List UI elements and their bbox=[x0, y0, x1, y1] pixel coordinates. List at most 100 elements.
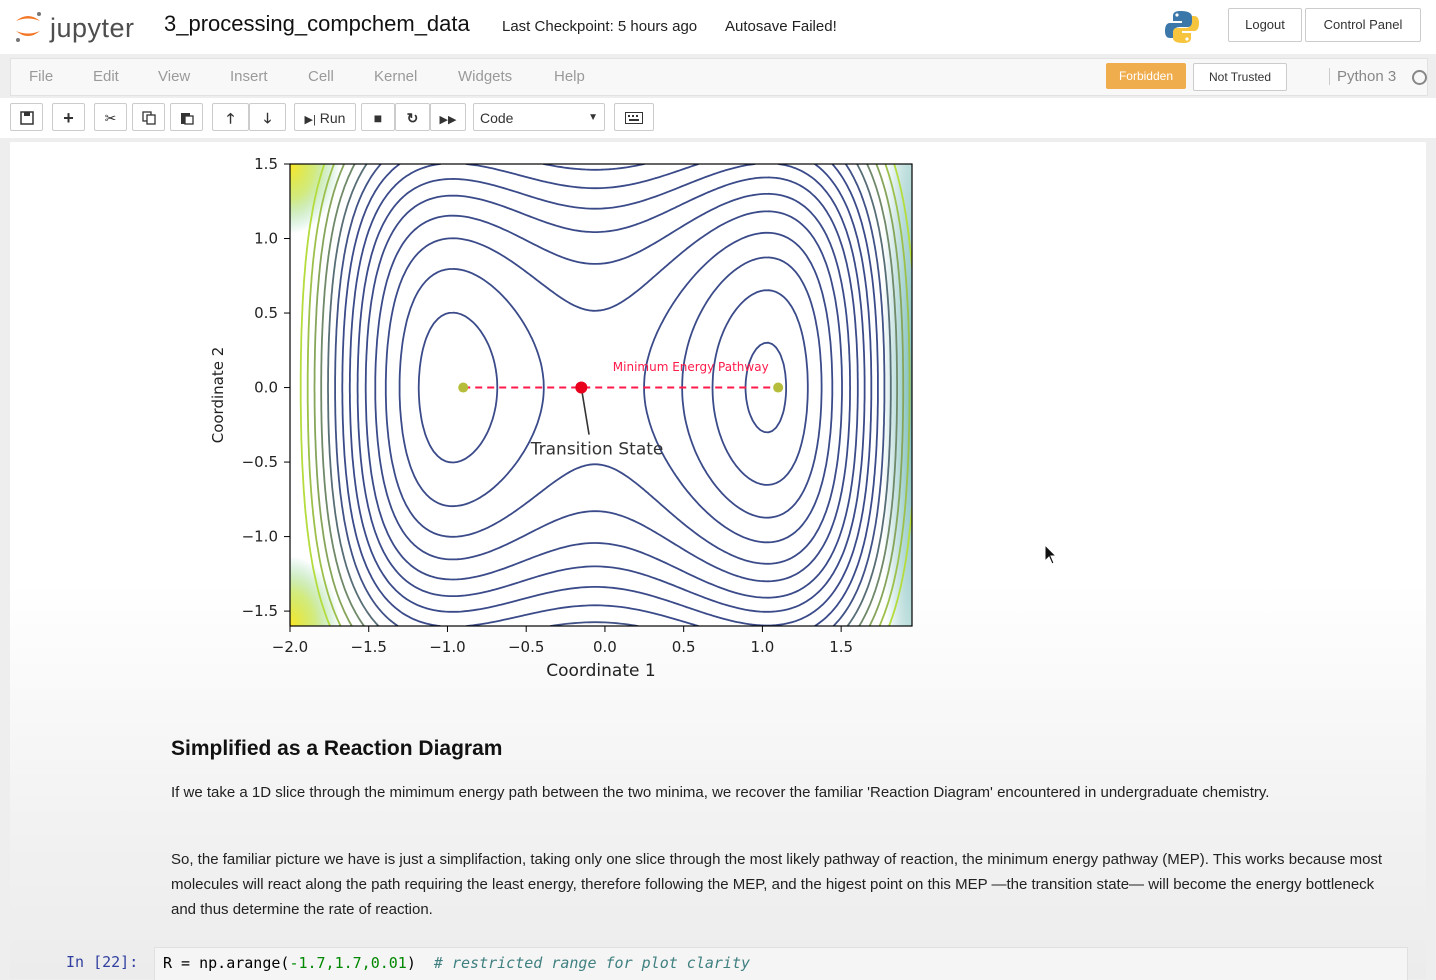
code-comment: # restricted range for plot clarity bbox=[415, 954, 751, 972]
contour-line bbox=[374, 192, 851, 583]
contour-line bbox=[356, 164, 866, 613]
kernel-name: Python 3 bbox=[1329, 68, 1396, 85]
paste-button[interactable] bbox=[170, 103, 203, 131]
contour-line bbox=[384, 210, 843, 565]
stop-icon: ■ bbox=[373, 110, 383, 126]
save-icon bbox=[19, 111, 34, 125]
markdown-paragraph: If we take a 1D slice through the mimimu… bbox=[171, 784, 1270, 801]
minimum-point bbox=[773, 382, 784, 393]
contour-line bbox=[313, 164, 905, 626]
trust-button[interactable]: Not Trusted bbox=[1193, 63, 1287, 91]
markdown-heading: Simplified as a Reaction Diagram bbox=[171, 737, 503, 760]
save-button[interactable] bbox=[10, 103, 43, 131]
notebook-header: jupyter 3_processing_compchem_data Last … bbox=[0, 0, 1436, 54]
insert-cell-button[interactable]: + bbox=[52, 103, 85, 131]
transition-state-label: Transition State bbox=[530, 440, 664, 460]
cell-type-select[interactable]: Code ▼ bbox=[473, 103, 605, 131]
contour-line bbox=[398, 231, 834, 544]
mouse-cursor-icon bbox=[1044, 544, 1058, 565]
y-axis-ticks: −1.5 −1.0 −0.5 0.0 0.5 1.0 1.5 bbox=[242, 155, 290, 620]
y-tick-label: −1.0 bbox=[242, 528, 278, 546]
pathway-label: Minimum Energy Pathway bbox=[613, 360, 769, 374]
command-palette-button[interactable] bbox=[614, 103, 654, 131]
copy-button[interactable] bbox=[132, 103, 165, 131]
cut-button[interactable]: ✂ bbox=[94, 103, 127, 131]
contour-line bbox=[306, 164, 911, 626]
x-tick-label: −0.5 bbox=[508, 638, 544, 656]
menu-help[interactable]: Help bbox=[554, 68, 585, 85]
code-args: -1.7,1.7,0.01 bbox=[289, 954, 407, 972]
markdown-paragraph: So, the familiar picture we have is just… bbox=[171, 851, 1383, 918]
logout-button[interactable]: Logout bbox=[1228, 8, 1302, 42]
menu-insert[interactable]: Insert bbox=[230, 68, 268, 85]
forbidden-badge[interactable]: Forbidden bbox=[1106, 63, 1186, 89]
y-tick-label: 0.5 bbox=[254, 304, 278, 322]
move-up-button[interactable]: 🡑 bbox=[212, 103, 249, 131]
x-axis-label: Coordinate 1 bbox=[546, 661, 655, 681]
x-tick-label: 0.5 bbox=[672, 638, 696, 656]
code-line: R = np.arange(-1.7,1.7,0.01) # restricte… bbox=[163, 954, 750, 972]
menu-cell[interactable]: Cell bbox=[308, 68, 334, 85]
code-paren: ) bbox=[406, 954, 416, 972]
notebook-name[interactable]: 3_processing_compchem_data bbox=[164, 11, 470, 36]
x-tick-label: 1.0 bbox=[750, 638, 774, 656]
control-panel-button[interactable]: Control Panel bbox=[1305, 8, 1421, 42]
corner-shading bbox=[290, 556, 340, 626]
x-tick-label: 0.0 bbox=[593, 638, 617, 656]
pathway-overlay: Minimum Energy Pathway Transition State bbox=[458, 360, 784, 460]
copy-icon bbox=[141, 111, 156, 125]
restart-button[interactable]: ↻ bbox=[395, 103, 430, 131]
contour-line bbox=[299, 164, 912, 626]
code-editor[interactable]: R = np.arange(-1.7,1.7,0.01) # restricte… bbox=[154, 947, 1408, 980]
input-prompt: In [22]: bbox=[66, 953, 139, 971]
code-cell[interactable]: In [22]: R = np.arange(-1.7,1.7,0.01) # … bbox=[62, 947, 1422, 980]
caret-down-icon: ▼ bbox=[588, 112, 598, 123]
kernel-idle-icon bbox=[1412, 70, 1427, 85]
contour-plot: −2.0 −1.5 −1.0 −0.5 0.0 0.5 1.0 1.5 −1.5 −1.0 −0.… bbox=[209, 155, 913, 681]
y-tick-label: −1.5 bbox=[242, 602, 278, 620]
contour-line bbox=[417, 256, 823, 519]
checkpoint-status: Last Checkpoint: 5 hours ago bbox=[502, 18, 698, 35]
y-tick-label: 1.5 bbox=[254, 155, 278, 173]
step-forward-icon: ▶| bbox=[304, 114, 316, 126]
jupyter-logo-text: jupyter bbox=[50, 13, 135, 43]
menu-widgets[interactable]: Widgets bbox=[458, 68, 513, 85]
restart-icon: ↻ bbox=[406, 110, 419, 126]
x-tick-label: 1.5 bbox=[829, 638, 853, 656]
contour-line bbox=[320, 164, 898, 626]
contour-line bbox=[348, 164, 873, 626]
contour-lines bbox=[299, 164, 912, 626]
y-tick-label: −0.5 bbox=[242, 453, 278, 471]
y-axis-label: Coordinate 2 bbox=[209, 347, 227, 444]
menu-bar: File Edit View Insert Cell Kernel Widget… bbox=[10, 58, 1428, 96]
contour-line bbox=[327, 164, 892, 626]
minimum-point bbox=[458, 382, 469, 393]
plot-area bbox=[290, 164, 912, 626]
contour-line bbox=[744, 341, 787, 434]
arrow-down-icon: 🡓 bbox=[263, 110, 272, 126]
plus-icon: + bbox=[63, 108, 74, 128]
move-down-button[interactable]: 🡓 bbox=[249, 103, 286, 131]
x-axis-ticks: −2.0 −1.5 −1.0 −0.5 0.0 0.5 1.0 1.5 bbox=[272, 626, 853, 656]
menu-edit[interactable]: Edit bbox=[93, 68, 119, 85]
run-button[interactable]: ▶| Run bbox=[294, 103, 356, 131]
annotation-arrow bbox=[580, 387, 590, 435]
interrupt-button[interactable]: ■ bbox=[361, 103, 395, 131]
menu-kernel[interactable]: Kernel bbox=[374, 68, 418, 85]
contour-line bbox=[364, 176, 859, 599]
autosave-status: Autosave Failed! bbox=[725, 18, 837, 35]
cell-type-value: Code bbox=[480, 110, 514, 126]
y-tick-label: 1.0 bbox=[254, 230, 278, 248]
contour-line bbox=[711, 289, 809, 486]
x-tick-label: −1.5 bbox=[351, 638, 387, 656]
paste-icon bbox=[180, 113, 194, 125]
restart-run-all-button[interactable]: ▶▶ bbox=[430, 103, 466, 131]
jupyter-logo[interactable]: jupyter bbox=[12, 8, 152, 44]
run-label: Run bbox=[319, 110, 346, 126]
jupyter-logo-icon bbox=[16, 12, 41, 42]
menu-file[interactable]: File bbox=[29, 68, 54, 85]
plot-frame bbox=[289, 163, 913, 627]
menu-view[interactable]: View bbox=[158, 68, 191, 85]
contour-line bbox=[341, 164, 879, 626]
y-tick-label: 0.0 bbox=[254, 379, 278, 397]
